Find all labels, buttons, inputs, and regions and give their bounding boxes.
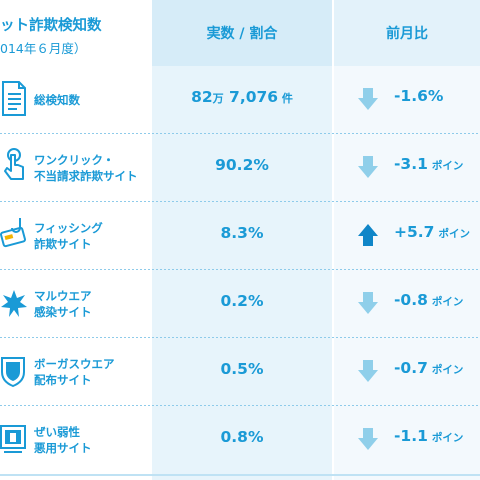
row-value: 90.2% — [215, 156, 269, 174]
row-change: -0.8 ポイン — [394, 291, 463, 309]
row-label-line2: 配布サイト — [34, 373, 92, 387]
change-unit: ポイン — [431, 364, 464, 376]
mom-column-bg — [334, 0, 480, 480]
ratio-column-bg — [152, 0, 332, 480]
table-row-bogusware: ボーガスウエア 配布サイト 0.5% -0.7 ポイン — [0, 338, 480, 407]
change-value: -0.7 — [394, 359, 428, 377]
arrow-down-icon — [358, 156, 378, 178]
change-value: +5.7 — [394, 223, 435, 241]
column-header-mom: 前月比 — [334, 0, 480, 66]
table-title: ット詐欺検知数 — [0, 18, 102, 34]
table-row-phishing: フィッシング 詐欺サイト 8.3% +5.7 ポイン — [0, 202, 480, 271]
row-label-line1: ぜい弱性 — [34, 425, 80, 439]
row-divider — [0, 405, 480, 406]
row-change: -1.1 ポイン — [394, 427, 463, 445]
arrow-down-icon — [358, 428, 378, 450]
change-value: -0.8 — [394, 291, 428, 309]
row-label-line2: 悪用サイト — [34, 441, 92, 455]
row-divider — [0, 337, 480, 338]
vulnerable-window-icon — [0, 425, 26, 453]
arrow-down-icon — [358, 88, 378, 110]
row-value: 82万 7,076 件 — [152, 88, 332, 106]
row-label: フィッシング 詐欺サイト — [34, 220, 103, 252]
row-label-line2: 不当請求詐欺サイト — [34, 169, 138, 183]
row-label: ぜい弱性 悪用サイト — [34, 424, 92, 456]
row-divider — [0, 133, 480, 134]
row-label-line1: ワンクリック・ — [34, 153, 115, 167]
table-row-oneclick: ワンクリック・ 不当請求詐欺サイト 90.2% -3.1 ポイン — [0, 134, 480, 203]
change-value: -3.1 — [394, 155, 428, 173]
row-label-line2: 詐欺サイト — [34, 237, 92, 251]
row-value: 0.5% — [220, 360, 264, 378]
row-label: マルウエア 感染サイト — [34, 288, 92, 320]
row-label-line1: マルウエア — [34, 289, 92, 303]
row-value: 8.3% — [220, 224, 264, 242]
table-row-total: 総検知数 82万 7,076 件 -1.6% — [0, 66, 480, 135]
malware-burst-icon — [1, 290, 27, 317]
row-label: ワンクリック・ 不当請求詐欺サイト — [34, 152, 138, 184]
row-label-line2: 感染サイト — [34, 305, 92, 319]
value-number: 82 — [191, 88, 213, 106]
row-change: -1.6% — [394, 87, 444, 105]
row-label: 総検知数 — [34, 93, 80, 107]
value-number-rest: 7,076 — [223, 88, 279, 106]
arrow-down-icon — [358, 360, 378, 382]
change-unit: ポイン — [431, 296, 464, 308]
document-list-icon — [2, 81, 26, 116]
change-unit: ポイン — [438, 228, 470, 240]
change-unit: ポイン — [431, 432, 464, 444]
table-row-vulnerability: ぜい弱性 悪用サイト 0.8% -1.1 ポイン — [0, 406, 480, 475]
row-label: ボーガスウエア 配布サイト — [34, 356, 115, 388]
fishing-hook-card-icon — [0, 218, 26, 248]
row-divider — [0, 201, 480, 202]
row-change: -3.1 ポイン — [394, 155, 463, 173]
fake-shield-icon — [0, 357, 25, 388]
row-divider — [0, 269, 480, 270]
arrow-down-icon — [358, 292, 378, 314]
row-value: 0.8% — [220, 428, 264, 446]
change-value: -1.1 — [394, 427, 428, 445]
row-label-line1: ボーガスウエア — [34, 357, 115, 371]
hand-click-icon — [4, 148, 24, 180]
row-label-line1: フィッシング — [34, 221, 103, 235]
value-unit-man: 万 — [212, 92, 224, 105]
column-header-ratio: 実数 / 割合 — [152, 0, 332, 66]
row-change: -0.7 ポイン — [394, 359, 463, 377]
row-change: +5.7 ポイン — [394, 223, 470, 241]
arrow-up-icon — [358, 224, 378, 246]
change-unit: ポイン — [431, 160, 464, 172]
table-subtitle: 014年６月度） — [0, 41, 87, 56]
value-unit-ken: 件 — [278, 92, 293, 105]
row-value: 0.2% — [220, 292, 264, 310]
table-bottom-border — [0, 474, 480, 476]
table-row-malware: マルウエア 感染サイト 0.2% -0.8 ポイン — [0, 270, 480, 339]
